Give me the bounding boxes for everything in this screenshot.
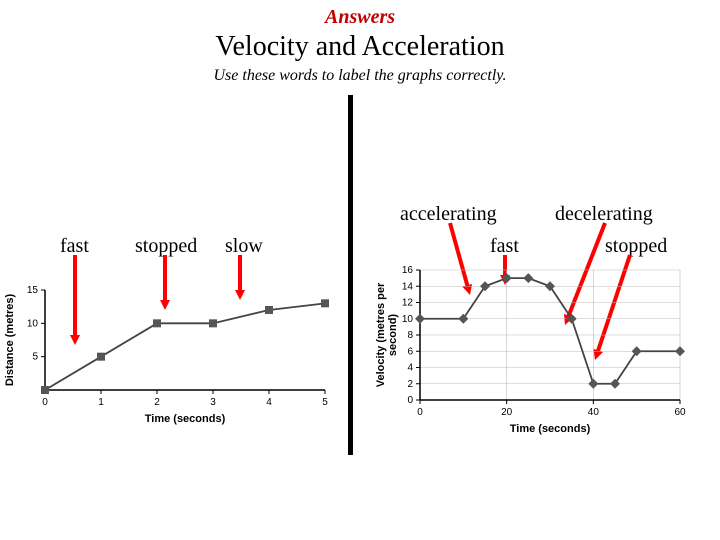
svg-text:15: 15 xyxy=(27,285,39,296)
svg-text:10: 10 xyxy=(27,318,39,329)
svg-text:4: 4 xyxy=(266,397,272,408)
svg-text:Distance (metres): Distance (metres) xyxy=(4,294,16,387)
svg-text:0: 0 xyxy=(42,397,48,408)
svg-text:20: 20 xyxy=(501,407,513,418)
svg-text:1: 1 xyxy=(98,397,104,408)
svg-text:2: 2 xyxy=(407,379,413,390)
svg-text:5: 5 xyxy=(322,397,328,408)
svg-text:16: 16 xyxy=(402,265,414,276)
svg-text:5: 5 xyxy=(32,352,38,363)
answers-label: Answers xyxy=(0,6,720,29)
svg-text:Time (seconds): Time (seconds) xyxy=(510,423,591,435)
svg-text:0: 0 xyxy=(417,407,423,418)
subtitle: Use these words to label the graphs corr… xyxy=(0,67,720,85)
content-area: fast stopped slow accelerating decelerat… xyxy=(0,95,720,525)
svg-text:2: 2 xyxy=(154,397,160,408)
svg-text:6: 6 xyxy=(407,346,413,357)
svg-text:60: 60 xyxy=(674,407,686,418)
svg-text:0: 0 xyxy=(407,395,413,406)
left-chart: 0 1 2 3 4 5 5 10 15 Time (seconds) Distance (metre… xyxy=(0,280,350,430)
svg-text:12: 12 xyxy=(402,298,414,309)
svg-text:10: 10 xyxy=(402,314,414,325)
svg-text:40: 40 xyxy=(588,407,600,418)
svg-text:Velocity (metres persecond): Velocity (metres persecond) xyxy=(375,282,399,387)
page-title: Velocity and Acceleration xyxy=(0,31,720,63)
svg-text:3: 3 xyxy=(210,397,216,408)
svg-text:4: 4 xyxy=(407,363,413,374)
svg-text:Time (seconds): Time (seconds) xyxy=(145,413,226,425)
right-chart: 0 20 40 60 0 2 4 6 8 10 12 14 16 Time (seconds) Veloci… xyxy=(375,260,705,440)
header: Answers Velocity and Acceleration Use th… xyxy=(0,0,720,85)
svg-text:8: 8 xyxy=(407,330,413,341)
svg-text:14: 14 xyxy=(402,281,414,292)
